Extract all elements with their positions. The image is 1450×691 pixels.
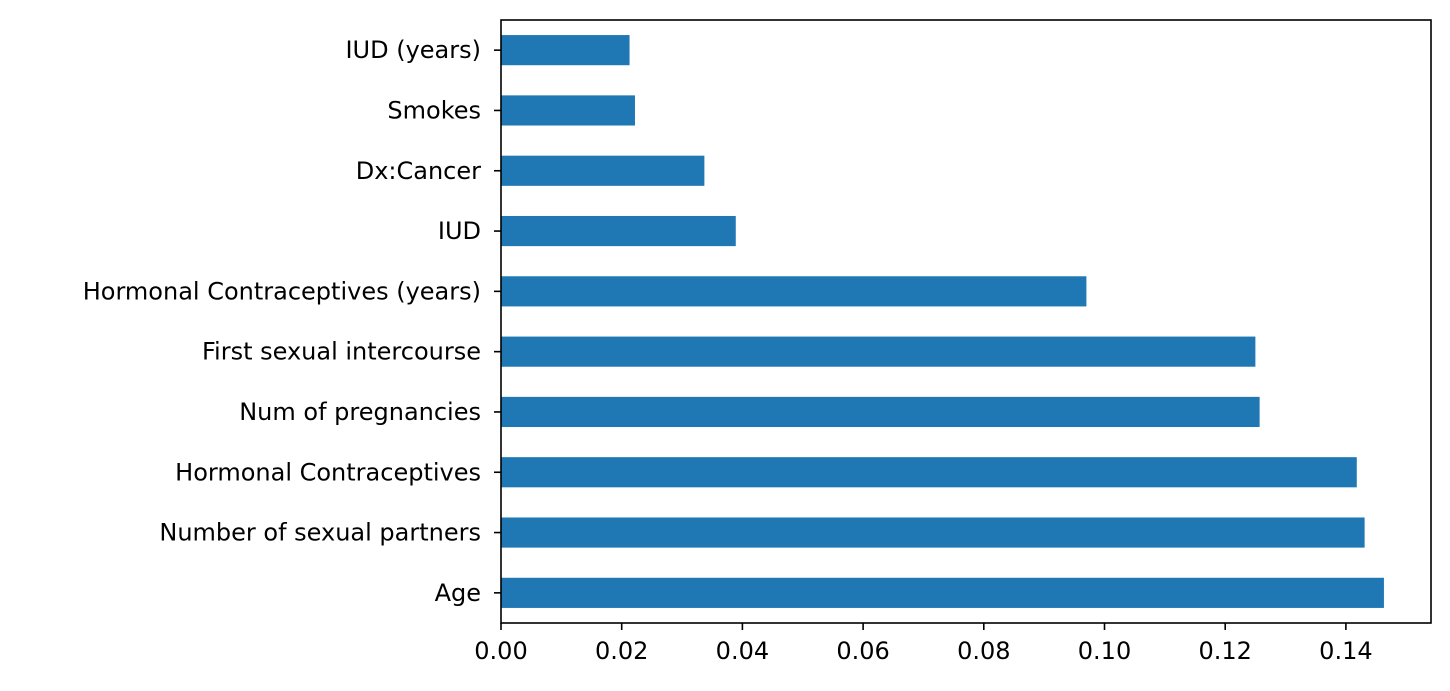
bar-iud	[501, 215, 736, 247]
x-tick-label: 0.00	[474, 637, 527, 665]
x-axis-ticks: 0.00 0.02 0.04 0.06 0.08 0.10 0.12 0.14	[474, 623, 1373, 665]
y-tick-label: Number of sexual partners	[159, 519, 481, 547]
x-tick-label: 0.02	[595, 637, 648, 665]
bars-group	[501, 35, 1384, 608]
x-tick-label: 0.12	[1198, 637, 1251, 665]
bar-age	[501, 577, 1384, 608]
x-tick-label: 0.04	[716, 637, 769, 665]
x-tick-label: 0.06	[836, 637, 889, 665]
y-tick-label: Hormonal Contraceptives	[175, 458, 481, 486]
bar-smokes	[501, 95, 635, 126]
bar-num-of-pregnancies	[501, 396, 1260, 428]
plot-frame	[500, 19, 1432, 624]
y-tick-label: IUD	[438, 217, 481, 245]
x-tick-label: 0.14	[1319, 637, 1372, 665]
bar-number-of-sexual-partners	[501, 517, 1365, 548]
y-axis-ticks: Age Number of sexual partners Hormonal Con…	[83, 36, 501, 607]
bar-first-sexual-intercourse	[501, 336, 1256, 367]
bar-hormonal-contraceptives-years	[501, 276, 1087, 307]
bar-iud-years	[501, 35, 630, 66]
y-tick-label: Age	[435, 579, 481, 607]
y-tick-label: IUD (years)	[345, 36, 481, 64]
y-tick-label: Smokes	[387, 96, 481, 124]
x-tick-label: 0.08	[957, 637, 1010, 665]
y-tick-label: Dx:Cancer	[356, 157, 481, 185]
bar-hormonal-contraceptives	[501, 457, 1357, 488]
x-tick-label: 0.10	[1078, 637, 1131, 665]
y-tick-label: Num of pregnancies	[239, 398, 481, 426]
y-tick-label: Hormonal Contraceptives (years)	[83, 277, 481, 305]
bar-dx-cancer	[501, 155, 705, 186]
y-tick-label: First sexual intercourse	[202, 338, 481, 366]
